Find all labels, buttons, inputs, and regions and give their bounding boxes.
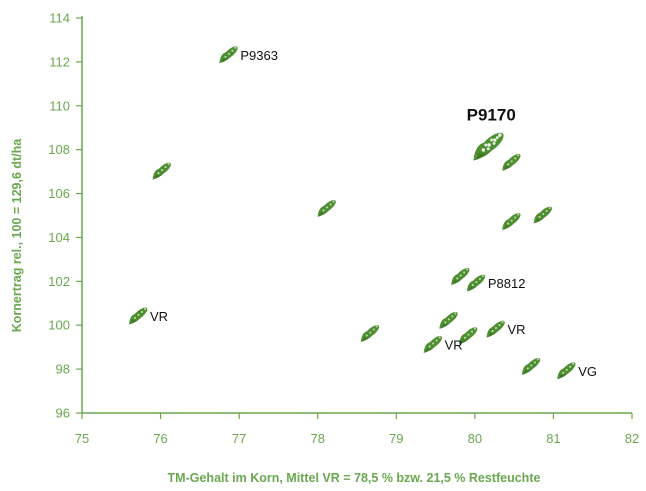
corn-cob-icon [360, 325, 380, 342]
y-tick-label: 100 [48, 318, 70, 333]
data-point [533, 206, 552, 224]
data-point [502, 213, 521, 231]
axes: 96 98 100 102 104 106 108 110 112 114 75 76 77 78 79 80… [48, 11, 639, 447]
corn-cob-icon [219, 46, 238, 64]
y-axis-title: Kornertrag rel., 100 = 129,6 dt/ha [10, 138, 24, 333]
data-point [459, 327, 478, 345]
x-tick-label: 76 [153, 431, 167, 446]
data-point [502, 153, 521, 171]
data-point [521, 358, 541, 375]
corn-cob-icon [557, 362, 576, 380]
corn-cob-icon [423, 336, 442, 353]
data-point [360, 325, 380, 342]
data-point: VR [423, 336, 463, 353]
corn-cob-icon [473, 132, 504, 161]
corn-cob-icon [466, 274, 486, 292]
corn-cob-icon [502, 213, 521, 231]
y-tick-label: 108 [48, 142, 70, 157]
x-tick-label: 78 [310, 431, 324, 446]
corn-cob-icon [451, 268, 470, 285]
data-point: P9170 [467, 105, 516, 161]
y-tick-label: 98 [56, 362, 70, 377]
data-point: P8812 [466, 274, 526, 292]
point-label: VR [150, 309, 168, 324]
x-tick-label: 77 [232, 431, 246, 446]
corn-cob-icon [486, 320, 505, 338]
point-label: VR [445, 337, 463, 352]
data-points: P9363 P9170 P8812 VR VR VR VG [129, 46, 597, 380]
x-tick-label: 80 [468, 431, 482, 446]
corn-cob-icon [533, 206, 552, 224]
corn-cob-icon [502, 153, 521, 171]
x-tick-label: 75 [75, 431, 89, 446]
data-point: VR [486, 320, 526, 338]
corn-cob-icon [439, 311, 458, 329]
corn-cob-icon [521, 358, 541, 375]
data-point [439, 311, 458, 329]
data-point [317, 200, 336, 217]
y-tick-label: 102 [48, 274, 70, 289]
y-tick-label: 114 [49, 11, 70, 26]
data-point: P9363 [219, 46, 278, 64]
corn-cob-icon [459, 327, 478, 345]
data-point [451, 268, 470, 285]
y-tick-label: 106 [48, 186, 70, 201]
x-axis-title: TM-Gehalt im Korn, Mittel VR = 78,5 % bz… [168, 471, 541, 485]
corn-cob-icon [317, 200, 336, 217]
point-label: P8812 [488, 276, 526, 291]
point-label: VR [508, 322, 526, 337]
data-point: VR [129, 307, 168, 325]
y-tick-label: 96 [56, 406, 70, 421]
data-point [152, 162, 171, 180]
y-tick-label: 104 [48, 230, 70, 245]
x-tick-label: 82 [625, 431, 639, 446]
data-point: VG [557, 362, 597, 380]
x-tick-label: 79 [389, 431, 403, 446]
x-tick-label: 81 [546, 431, 560, 446]
y-tick-label: 112 [49, 54, 70, 69]
corn-cob-icon [129, 307, 148, 325]
y-tick-label: 110 [49, 98, 70, 113]
point-label: P9170 [467, 105, 516, 124]
point-label: P9363 [240, 48, 278, 63]
point-label: VG [578, 364, 597, 379]
corn-cob-icon [152, 162, 171, 180]
